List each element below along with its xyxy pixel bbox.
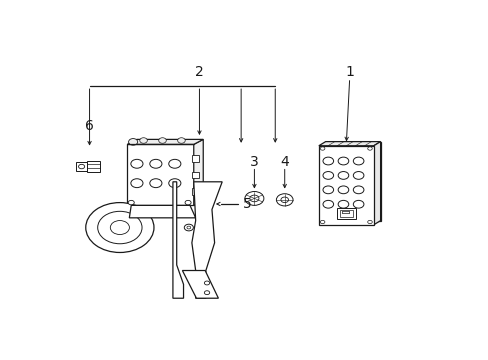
Circle shape	[149, 159, 162, 168]
Circle shape	[276, 194, 292, 206]
Polygon shape	[373, 141, 380, 225]
Text: 6: 6	[85, 120, 94, 133]
Bar	[318, 146, 373, 225]
Text: 3: 3	[249, 156, 258, 170]
Circle shape	[186, 226, 190, 229]
Text: 4: 4	[280, 156, 288, 170]
Circle shape	[320, 147, 324, 150]
Circle shape	[131, 159, 142, 168]
Polygon shape	[182, 270, 218, 298]
Circle shape	[204, 291, 209, 294]
Circle shape	[338, 186, 348, 194]
Polygon shape	[127, 139, 203, 144]
Circle shape	[320, 220, 324, 224]
Circle shape	[85, 203, 154, 252]
Bar	[191, 155, 198, 162]
Circle shape	[140, 138, 147, 143]
Text: 2: 2	[195, 65, 203, 79]
Circle shape	[168, 159, 181, 168]
Bar	[191, 188, 198, 195]
Circle shape	[244, 192, 264, 205]
Circle shape	[128, 139, 138, 145]
Polygon shape	[325, 141, 380, 221]
Circle shape	[338, 172, 348, 179]
Circle shape	[184, 201, 191, 205]
Circle shape	[128, 201, 134, 205]
Circle shape	[177, 138, 185, 143]
Circle shape	[338, 201, 348, 208]
Circle shape	[323, 157, 333, 165]
Circle shape	[323, 172, 333, 179]
Circle shape	[204, 281, 209, 285]
Circle shape	[184, 224, 193, 231]
Circle shape	[353, 201, 363, 208]
Bar	[336, 208, 355, 219]
Circle shape	[249, 195, 259, 202]
Text: 5: 5	[242, 197, 251, 211]
Polygon shape	[318, 141, 380, 146]
Polygon shape	[173, 182, 183, 298]
Circle shape	[367, 147, 371, 150]
Circle shape	[131, 179, 142, 188]
Text: 1: 1	[345, 65, 353, 79]
Circle shape	[353, 172, 363, 179]
Circle shape	[353, 186, 363, 194]
Circle shape	[367, 220, 371, 224]
Polygon shape	[129, 205, 195, 218]
Circle shape	[338, 157, 348, 165]
Circle shape	[323, 201, 333, 208]
Circle shape	[168, 179, 181, 188]
Circle shape	[323, 186, 333, 194]
Circle shape	[280, 197, 288, 203]
Polygon shape	[191, 182, 222, 298]
Circle shape	[98, 211, 142, 244]
Circle shape	[353, 157, 363, 165]
Circle shape	[79, 164, 84, 169]
Bar	[127, 144, 193, 205]
Circle shape	[149, 179, 162, 188]
Circle shape	[159, 138, 166, 143]
Bar	[87, 161, 100, 172]
Bar	[191, 172, 198, 178]
Bar	[76, 162, 87, 171]
Polygon shape	[193, 139, 203, 205]
Bar	[339, 210, 352, 217]
Circle shape	[110, 221, 129, 234]
